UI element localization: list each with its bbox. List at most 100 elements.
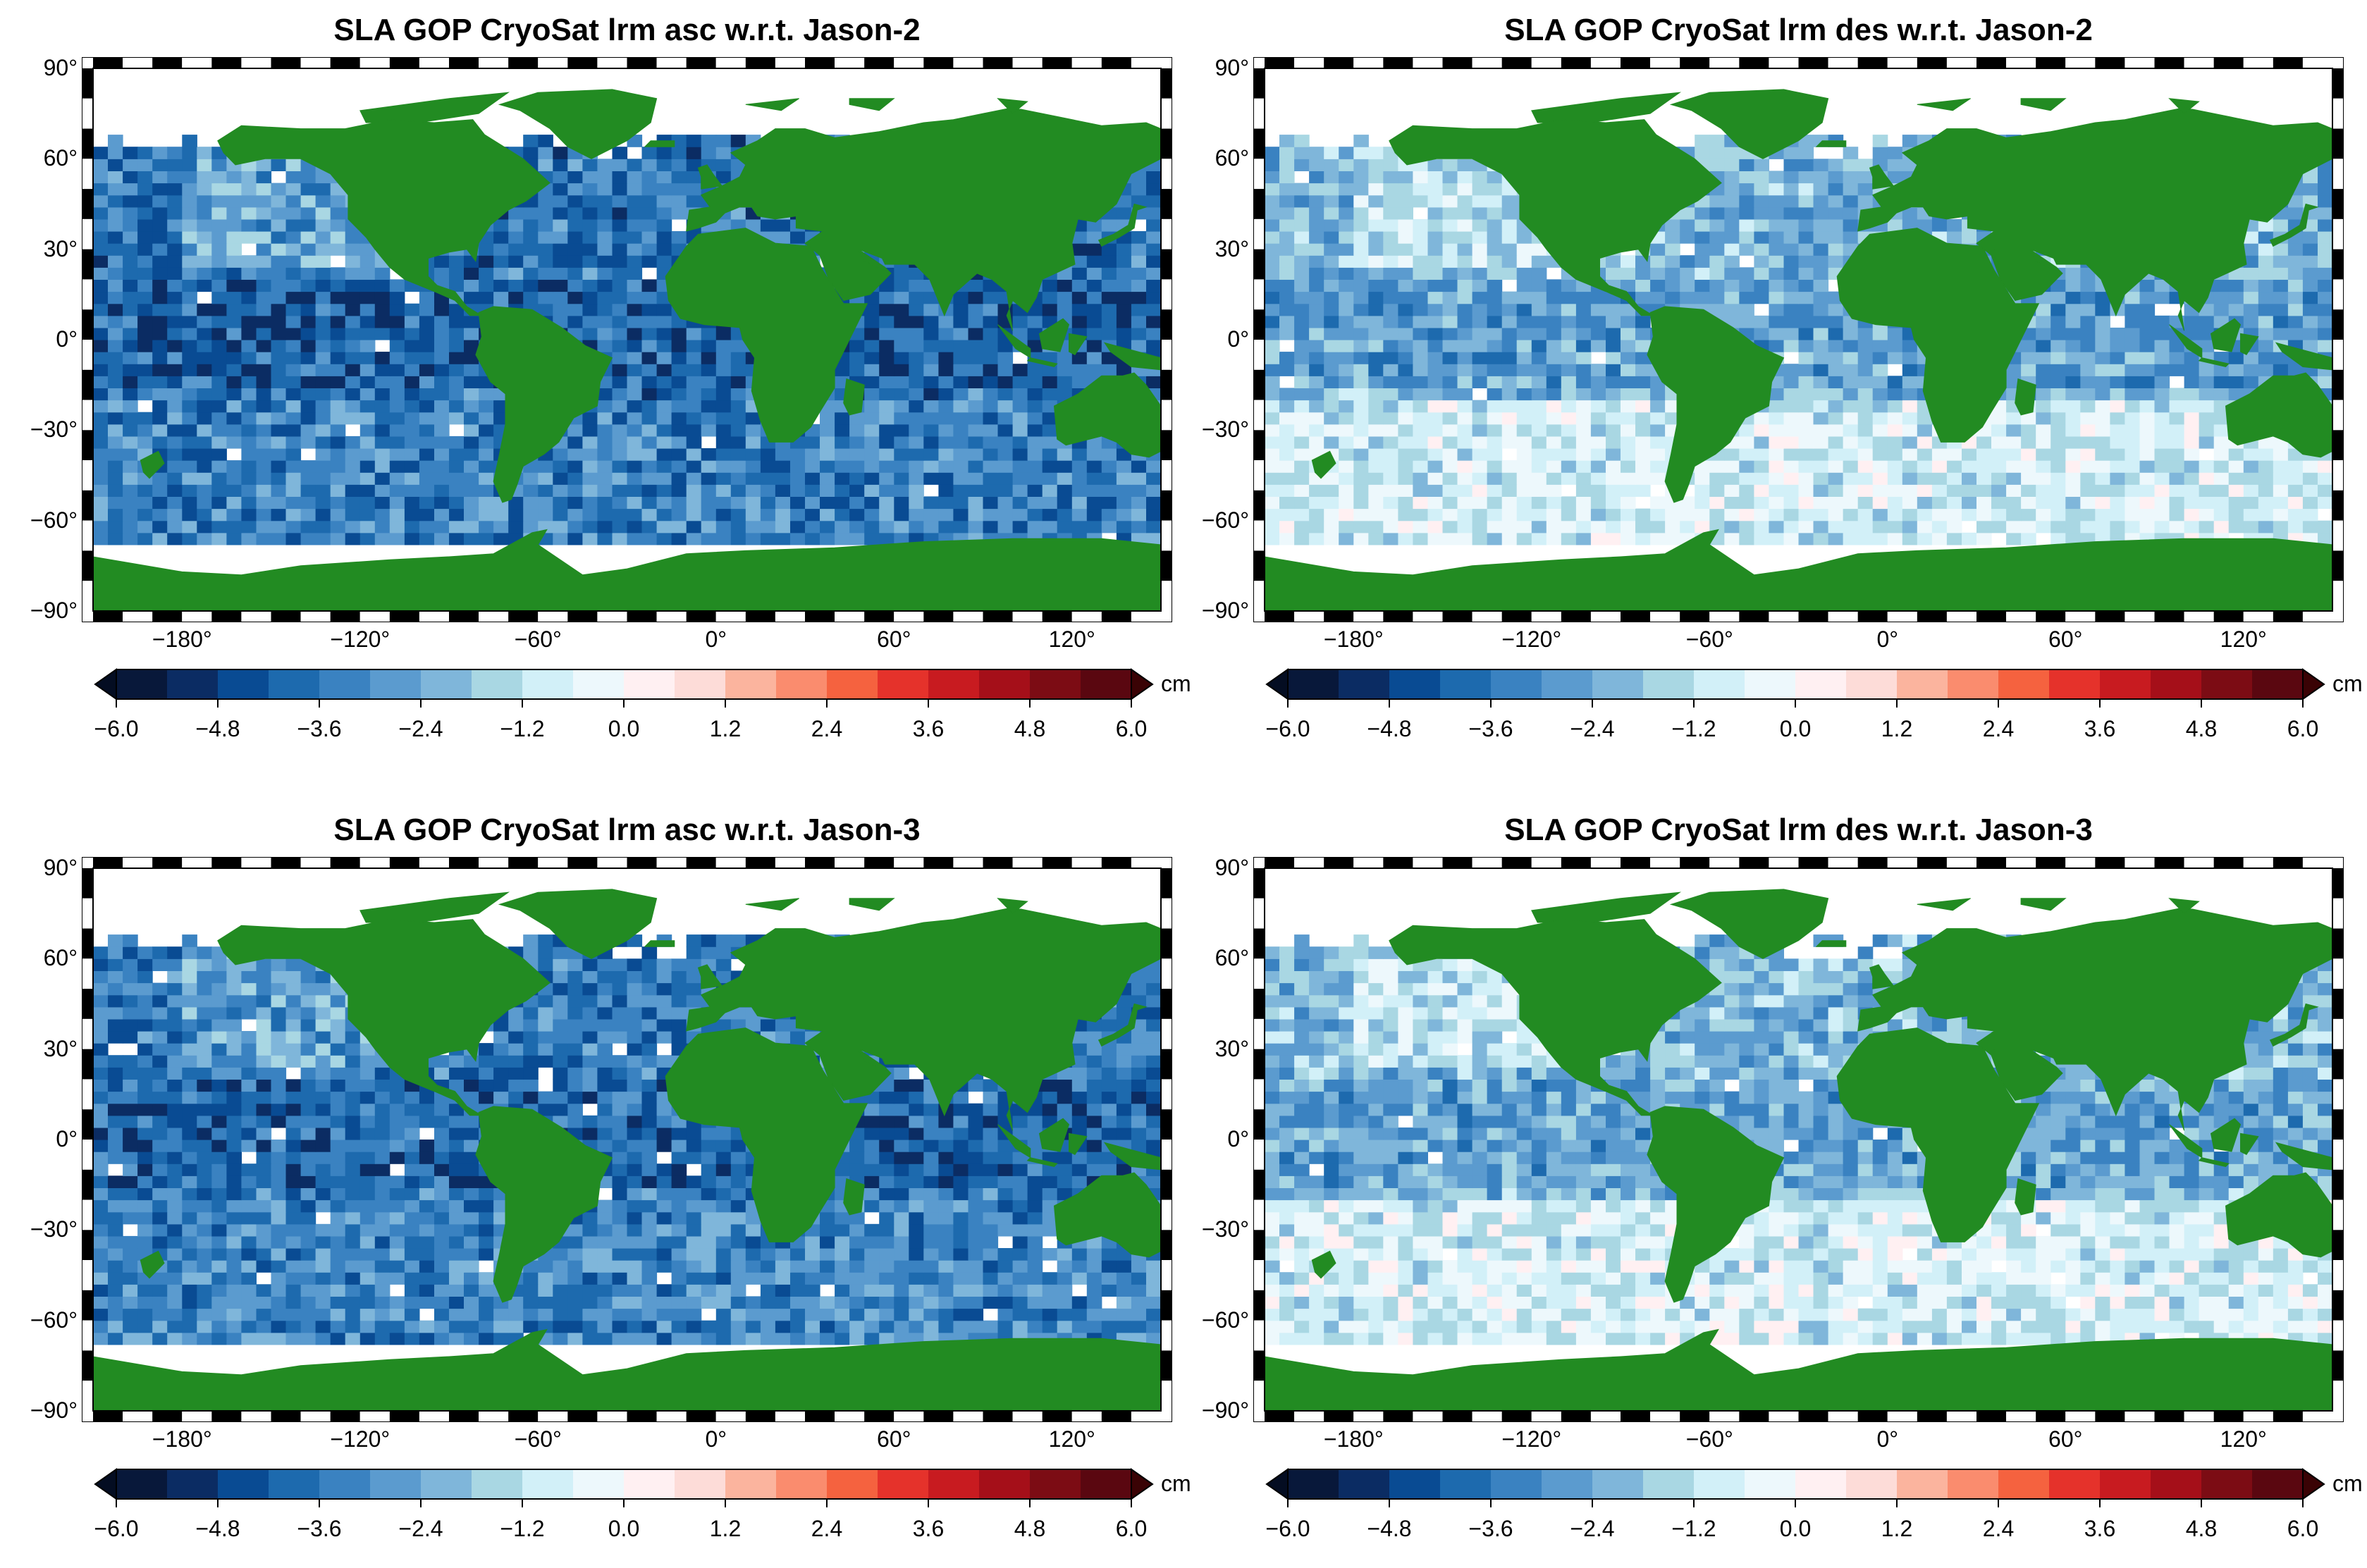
lat-tick-label: −30°	[30, 416, 78, 443]
lat-tick-label: 30°	[1215, 235, 1249, 261]
colorbar-tick-label: 3.6	[912, 1516, 945, 1541]
lat-tick-label: 60°	[43, 145, 78, 171]
colorbar-bin	[116, 1469, 168, 1499]
colorbar-tick-label: −3.6	[1468, 1516, 1513, 1541]
colorbar-bin	[1745, 669, 1796, 699]
colorbar-bin	[573, 669, 625, 699]
colorbar-bin	[2049, 1469, 2101, 1499]
lat-tick-label: −90°	[1201, 598, 1249, 623]
colorbar-bin	[1897, 669, 1948, 699]
colorbar-bin	[1948, 669, 1999, 699]
colorbar-bin	[421, 1469, 472, 1499]
lon-tick-label: 0°	[705, 626, 727, 652]
colorbar-bin	[1288, 1469, 1339, 1499]
lat-tick-label: −60°	[1201, 507, 1249, 533]
colorbar-under-arrow	[94, 1468, 117, 1500]
colorbar-bin	[2100, 1469, 2151, 1499]
colorbar-bin	[370, 1469, 422, 1499]
lat-tick-label: −90°	[30, 1397, 78, 1423]
colorbar-tick-label: −2.4	[1570, 1516, 1615, 1541]
lat-tick-label: −60°	[1201, 1307, 1249, 1333]
colorbar-bin	[1339, 669, 1390, 699]
colorbar-bin	[269, 1469, 320, 1499]
lon-tick-label: −60°	[514, 626, 562, 652]
colorbar-tick-label: −4.8	[195, 716, 240, 741]
colorbar-tick-label: −1.2	[500, 1516, 545, 1541]
sla-map	[82, 857, 1172, 1422]
colorbar-tick-label: 2.4	[811, 716, 843, 741]
colorbar-bin	[827, 1469, 878, 1499]
colorbar-tick-label: 2.4	[811, 1516, 843, 1541]
colorbar-tick-label: −6.0	[94, 1516, 139, 1541]
lon-tick-label: −120°	[1501, 1426, 1562, 1452]
colorbar-bin	[1694, 1469, 1745, 1499]
colorbar-under-arrow	[1265, 1468, 1289, 1500]
colorbar-bin	[1592, 1469, 1644, 1499]
lon-tick-label: −60°	[1685, 626, 1733, 652]
lat-tick-label: −30°	[30, 1216, 78, 1242]
panel-title: SLA GOP CryoSat lrm asc w.r.t. Jason-2	[333, 13, 921, 47]
colorbar-bin	[1948, 1469, 1999, 1499]
colorbar-tick-label: −3.6	[1468, 716, 1513, 741]
colorbar	[1265, 1468, 2325, 1507]
lat-tick-label: 60°	[43, 945, 78, 971]
colorbar-bin	[218, 1469, 269, 1499]
lat-tick-label: 0°	[56, 1126, 78, 1152]
colorbar-bin	[319, 1469, 371, 1499]
colorbar-unit-label: cm	[2332, 1471, 2363, 1496]
lat-tick-label: −60°	[30, 1307, 78, 1333]
lon-tick-label: 120°	[2220, 626, 2267, 652]
panel-title: SLA GOP CryoSat lrm des w.r.t. Jason-2	[1504, 13, 2093, 47]
panel-title: SLA GOP CryoSat lrm asc w.r.t. Jason-3	[333, 813, 921, 847]
colorbar-bin	[1030, 1469, 1081, 1499]
colorbar-bin	[878, 1469, 929, 1499]
colorbar-bin	[1694, 669, 1745, 699]
lon-tick-label: −120°	[1501, 626, 1562, 652]
colorbar-tick-label: 1.2	[1881, 716, 1913, 741]
colorbar-tick-label: −2.4	[398, 716, 443, 741]
colorbar-bin	[624, 1469, 675, 1499]
colorbar-unit-label: cm	[2332, 671, 2363, 696]
colorbar-bin	[1339, 1469, 1390, 1499]
map-panel-3: SLA GOP CryoSat lrm asc w.r.t. Jason-3 90…	[0, 800, 1191, 1568]
colorbar-tick-label: 6.0	[1115, 716, 1148, 741]
lon-tick-label: 0°	[1876, 1426, 1899, 1452]
colorbar-bin	[776, 1469, 828, 1499]
colorbar-bin	[1542, 669, 1593, 699]
colorbar-bin	[522, 1469, 574, 1499]
colorbar-tick-label: −6.0	[1265, 1516, 1310, 1541]
lat-tick-label: 30°	[43, 235, 78, 261]
colorbar-tick-label: −3.6	[297, 716, 342, 741]
colorbar-tick-label: 2.4	[1982, 1516, 2015, 1541]
map-panel-4: SLA GOP CryoSat lrm des w.r.t. Jason-3 90…	[1172, 800, 2363, 1568]
map-frame	[82, 57, 1172, 622]
colorbar-bin	[472, 1469, 523, 1499]
lon-tick-label: 0°	[1876, 626, 1899, 652]
colorbar-bin	[1440, 1469, 1492, 1499]
colorbar-bin	[1897, 1469, 1948, 1499]
colorbar-tick-label: 0.0	[608, 716, 640, 741]
colorbar-tick-label: 4.8	[1014, 716, 1046, 741]
colorbar-tick-label: 0.0	[608, 1516, 640, 1541]
sla-map	[1253, 857, 2344, 1422]
colorbar-bin	[1846, 1469, 1898, 1499]
colorbar-bin	[2201, 1469, 2253, 1499]
colorbar-bin	[827, 669, 878, 699]
colorbar-bin	[776, 669, 828, 699]
colorbar-bin	[573, 1469, 625, 1499]
lon-tick-label: −180°	[1323, 1426, 1384, 1452]
colorbar-bin	[167, 669, 219, 699]
colorbar-tick-label: −4.8	[1367, 716, 1412, 741]
colorbar-tick-label: 1.2	[1881, 1516, 1913, 1541]
colorbar-bin	[878, 669, 929, 699]
colorbar-tick-label: 4.8	[2185, 716, 2218, 741]
colorbar-bin	[928, 669, 980, 699]
colorbar-over-arrow	[2302, 668, 2325, 700]
lon-tick-label: −120°	[330, 1426, 391, 1452]
colorbar-bin	[269, 669, 320, 699]
land-mask	[92, 89, 1162, 612]
colorbar-tick-label: 6.0	[2287, 716, 2319, 741]
lon-tick-label: −120°	[330, 626, 391, 652]
sla-map	[1253, 57, 2344, 622]
map-frame	[1253, 857, 2344, 1422]
